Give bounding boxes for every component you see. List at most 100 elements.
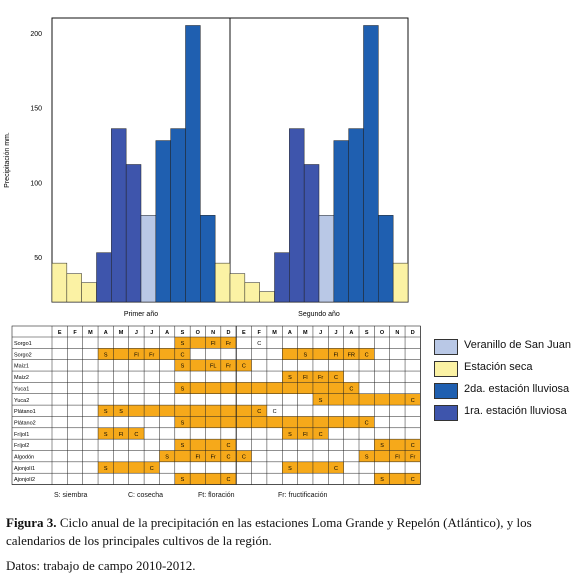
calendar-cell-label: S — [104, 409, 108, 415]
y-tick-label: 50 — [34, 255, 42, 262]
calendar-active-cell — [374, 473, 421, 485]
calendar-cell-label: C — [150, 466, 154, 472]
calendar-cell-label: Fl — [196, 455, 201, 461]
bar-1ra — [303, 164, 320, 303]
calendar-month-header: J — [135, 330, 138, 336]
calendar-crop-label: Yuca2 — [14, 398, 29, 404]
legend-label: 2da. estación lluviosa — [464, 383, 570, 395]
calendar-active-cell — [374, 439, 421, 451]
calendar-crop-label: Ajonjolí1 — [14, 466, 35, 472]
bar-veranillo — [318, 215, 335, 303]
calendar-cell-label: C — [411, 443, 415, 449]
calendar-cell-label: Fl — [334, 352, 339, 358]
bar-seca — [259, 291, 275, 303]
calendar-month-header: O — [380, 330, 385, 336]
calendar-cell-label: S — [288, 466, 292, 472]
bar-2da — [200, 215, 216, 303]
bar-1ra — [125, 164, 142, 303]
calendar-month-header: J — [334, 330, 337, 336]
calendar-crop-label: Maíz1 — [14, 364, 29, 370]
calendar-crop-label: Fríjol1 — [14, 432, 29, 438]
bar-seca — [392, 262, 409, 303]
calendar-month-header: S — [181, 330, 185, 336]
calendar-crop-label: Fríjol2 — [14, 443, 29, 449]
caption-label: Figura 3. — [6, 515, 57, 530]
calendar-cell-label: S — [104, 352, 108, 358]
calendar-cell-label: C — [411, 477, 415, 483]
note-siembra: S: siembra — [54, 492, 88, 499]
calendar-cell-label: C — [257, 341, 261, 347]
figure-caption: Figura 3. Ciclo anual de la precipitació… — [6, 514, 578, 550]
y-axis-label: Precipitación mm. — [4, 132, 11, 188]
calendar-month-header: A — [165, 330, 169, 336]
bar-veranillo — [140, 215, 157, 303]
calendar-cell-label: Fl — [134, 352, 139, 358]
calendar-cell-label: S — [288, 375, 292, 381]
calendar-crop-label: Plátano1 — [14, 409, 36, 415]
bar-1ra — [111, 128, 127, 303]
bar-2da — [363, 25, 379, 303]
calendar-month-header: F — [73, 330, 77, 336]
bar-seca — [244, 282, 260, 303]
figure-source: Datos: trabajo de campo 2010-2012. — [6, 558, 196, 573]
caption-text: Ciclo anual de la precipitación en las e… — [6, 515, 532, 548]
bar-1ra — [289, 128, 305, 303]
calendar-cell-label: Fl — [119, 432, 124, 438]
calendar-active-cell — [312, 393, 421, 406]
calendar-month-header: N — [395, 330, 399, 336]
calendar-cell-label: S — [288, 432, 292, 438]
bar-2da — [378, 215, 394, 303]
calendar-month-header: M — [119, 330, 124, 336]
calendar-month-header: F — [258, 330, 262, 336]
bar-seca — [81, 282, 97, 303]
calendar-cell-label: S — [181, 443, 185, 449]
legend-swatch — [434, 405, 458, 421]
calendar-cell-label: Fr — [318, 375, 323, 381]
calendar-crop-label: Maíz2 — [14, 375, 29, 381]
calendar-cell-label: Fl — [303, 432, 308, 438]
calendar-cell-label: S — [104, 466, 108, 472]
calendar-month-header: J — [319, 330, 322, 336]
calendar-cell-label: C — [334, 466, 338, 472]
note-fructificacion: Fr: fructificación — [278, 492, 328, 499]
calendar-cell-label: Fl — [211, 341, 216, 347]
legend-item-seca: Estación seca — [432, 358, 577, 380]
bar-seca — [51, 262, 68, 303]
legend-label: 1ra. estación lluviosa — [464, 405, 567, 417]
calendar-cell-label: C — [242, 455, 246, 461]
legend-item-veranillo: Veranillo de San Juan — [432, 336, 577, 358]
precipitation-chart: 50 100 150 200 Precipitación mm. Primer año Se… — [4, 17, 421, 485]
calendar-cell-label: C — [227, 477, 231, 483]
calendar-crop-label: Ajonjolí2 — [14, 477, 35, 483]
calendar-cell-label: S — [365, 455, 369, 461]
calendar-crop-label: Yuca1 — [14, 386, 29, 392]
calendar-crop-label: Sorgo1 — [14, 341, 32, 347]
calendar-cell-label: C — [134, 432, 138, 438]
bar-2da — [155, 140, 171, 303]
y-tick-label: 100 — [30, 180, 42, 187]
y-tick-label: 150 — [30, 106, 42, 113]
bar-1ra — [274, 252, 290, 303]
calendar-month-header: M — [88, 330, 93, 336]
calendar-crop-label: Plátano2 — [14, 420, 36, 426]
calendar-cell-label: Fl — [303, 375, 308, 381]
calendar-cell-label: Fl — [395, 455, 400, 461]
calendar-cell-label: C — [257, 409, 261, 415]
calendar-cell-label: C — [242, 364, 246, 370]
calendar-month-header: A — [349, 330, 353, 336]
legend-swatch — [434, 383, 458, 399]
calendar-crop-label: Sorgo2 — [14, 352, 32, 358]
calendar-active-cell — [174, 359, 252, 372]
calendar-cell-label: C — [180, 352, 184, 358]
calendar-cell-label: S — [380, 477, 384, 483]
calendar-active-cell — [282, 427, 329, 440]
legend-label: Veranillo de San Juan — [464, 339, 572, 351]
calendar-month-header: E — [58, 330, 62, 336]
calendar-cell-label: C — [411, 398, 415, 404]
legend-item-1ra: 1ra. estación lluviosa — [432, 402, 577, 424]
calendar-cell-label: C — [227, 443, 231, 449]
calendar-month-header: E — [242, 330, 246, 336]
legend-swatch — [434, 339, 458, 355]
calendar-month-header: D — [227, 330, 231, 336]
bar-2da — [185, 25, 201, 303]
